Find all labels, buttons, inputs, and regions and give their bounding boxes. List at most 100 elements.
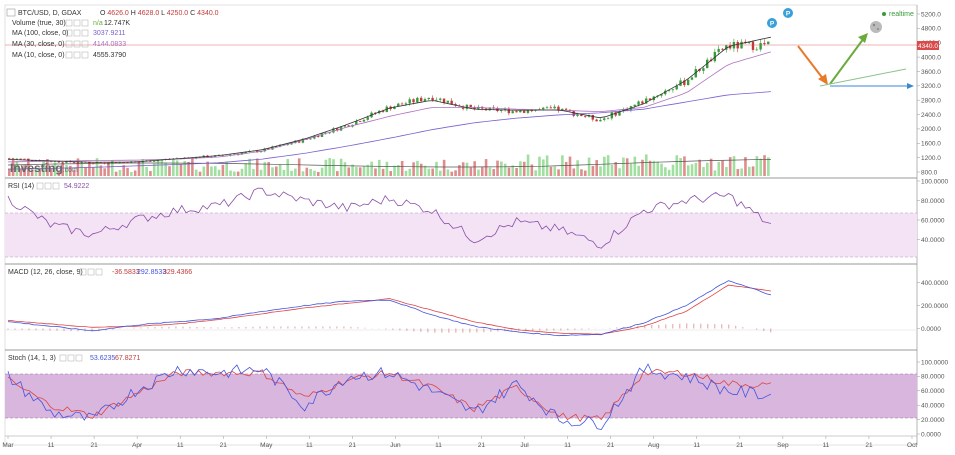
volume-bar — [351, 164, 354, 176]
candle-body — [57, 161, 60, 163]
candle-body — [542, 107, 545, 110]
svg-text:4340.0: 4340.0 — [918, 43, 938, 50]
volume-bar — [236, 171, 240, 176]
candle-body — [763, 43, 766, 45]
candle-body — [690, 77, 694, 80]
candle-body — [442, 98, 446, 103]
volume-bar — [374, 168, 377, 176]
candle-body — [95, 162, 99, 164]
volume-bar — [198, 171, 202, 176]
candle-body — [446, 100, 450, 103]
candle-body — [503, 108, 507, 111]
candle-body — [404, 103, 408, 105]
x-tick-label: 11 — [306, 442, 313, 449]
volume-bar — [160, 159, 164, 176]
volume-bar — [679, 158, 682, 176]
volume-bar — [206, 161, 209, 176]
candle-body — [297, 140, 301, 143]
candle-body — [275, 146, 278, 148]
volume-bar — [8, 168, 11, 176]
volume-bar — [145, 166, 148, 176]
volume-bar — [339, 158, 343, 176]
volume-bar — [15, 161, 19, 176]
candle-body — [583, 116, 587, 117]
svg-text:3037.9211: 3037.9211 — [93, 30, 126, 37]
candle-body — [603, 118, 606, 120]
legend-ma30: MA (30, close, 0) — [12, 41, 65, 48]
volume-bar — [648, 160, 652, 176]
volume-bar — [732, 156, 736, 176]
candle-body — [736, 42, 739, 49]
volume-bar — [515, 168, 518, 176]
candle-body — [103, 162, 106, 164]
candle-body — [713, 51, 717, 62]
candle-body — [30, 160, 34, 162]
candle-body — [488, 107, 491, 111]
volume-bar — [164, 162, 167, 176]
volume-bar — [465, 162, 469, 176]
volume-bar — [603, 156, 606, 176]
volume-bar — [526, 154, 530, 176]
event-marker-1[interactable]: P — [767, 18, 777, 28]
candle-body — [110, 162, 114, 164]
volume-bar — [576, 160, 579, 176]
candle-body — [610, 112, 614, 119]
volume-bar — [507, 167, 511, 176]
candle-body — [721, 48, 724, 50]
volume-bar — [88, 161, 91, 176]
volume-bar — [358, 167, 362, 176]
volume-bar — [644, 154, 648, 176]
volume-bar — [637, 165, 640, 176]
candle-body — [686, 79, 690, 86]
volume-bar — [709, 158, 713, 176]
volume-bar — [286, 159, 290, 176]
candle-body — [126, 162, 129, 164]
rsi-tick-label: 100.0000 — [921, 178, 948, 185]
volume-bar — [625, 158, 629, 176]
candle-body — [465, 104, 469, 109]
candle-body — [381, 110, 385, 112]
volume-bar — [301, 171, 305, 176]
volume-bar — [473, 161, 476, 176]
macd-tick-label: 400.0000 — [921, 280, 948, 287]
event-marker-2[interactable]: P — [783, 8, 793, 18]
stoch-tick-label: 20.0000 — [921, 417, 945, 424]
candle-body — [49, 161, 53, 163]
projection-horizontal-arrowhead — [907, 83, 914, 89]
candle-body — [152, 161, 156, 162]
volume-bar — [49, 168, 53, 176]
volume-bar — [431, 168, 434, 176]
price-tick-label: 2800.0 — [921, 97, 941, 104]
candle-body — [747, 41, 751, 44]
svg-text:54.9222: 54.9222 — [64, 183, 89, 190]
volume-bar — [141, 158, 145, 176]
volume-bar — [84, 166, 87, 176]
x-tick-label: Oct — [907, 442, 917, 449]
volume-bar — [522, 161, 526, 176]
volume-bar — [244, 163, 248, 176]
volume-bar — [747, 166, 751, 176]
volume-bar — [297, 158, 301, 176]
legend-icons[interactable] — [65, 19, 89, 59]
macd-tick-label: 0.0000 — [921, 326, 941, 333]
price-tick-label: 2000.0 — [921, 126, 941, 133]
volume-bar — [248, 158, 251, 176]
volume-bar — [725, 167, 728, 176]
volume-bar — [217, 169, 221, 176]
candle-body — [667, 90, 671, 91]
volume-bar — [690, 164, 694, 176]
projection-up-arrow — [829, 37, 865, 85]
macd-group — [7, 280, 772, 337]
volume-bar — [599, 166, 602, 176]
volume-bar — [652, 160, 656, 176]
volume-bar — [122, 165, 126, 176]
volume-bar — [587, 157, 591, 176]
svg-text:-36.5833: -36.5833 — [112, 269, 140, 276]
candle-body — [419, 97, 423, 102]
candle-body — [671, 89, 675, 91]
volume-bar — [675, 155, 679, 176]
volume-bar — [316, 171, 320, 176]
volume-bar — [618, 168, 621, 176]
volume-bar — [763, 155, 766, 176]
volume-bar — [408, 168, 412, 176]
